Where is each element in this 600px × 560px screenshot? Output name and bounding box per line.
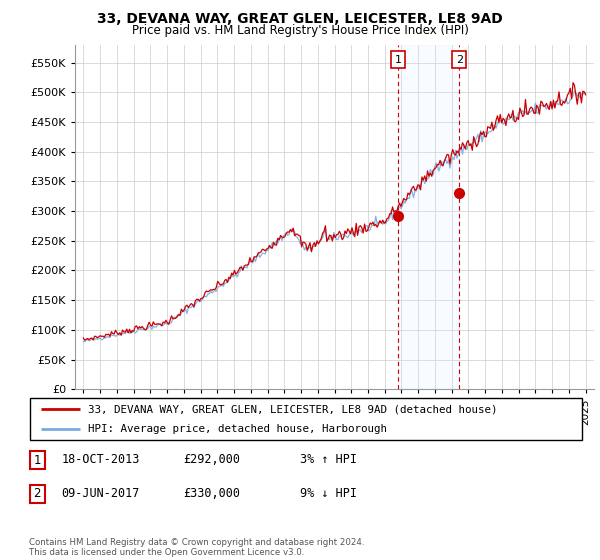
- Text: 3% ↑ HPI: 3% ↑ HPI: [300, 453, 357, 466]
- Text: 1: 1: [34, 454, 41, 467]
- Text: 2: 2: [34, 487, 41, 501]
- Text: 33, DEVANA WAY, GREAT GLEN, LEICESTER, LE8 9AD (detached house): 33, DEVANA WAY, GREAT GLEN, LEICESTER, L…: [88, 404, 497, 414]
- Text: Contains HM Land Registry data © Crown copyright and database right 2024.
This d: Contains HM Land Registry data © Crown c…: [29, 538, 364, 557]
- Text: 09-JUN-2017: 09-JUN-2017: [61, 487, 140, 500]
- Text: £292,000: £292,000: [183, 453, 240, 466]
- Text: 18-OCT-2013: 18-OCT-2013: [61, 453, 140, 466]
- Text: 1: 1: [395, 55, 401, 64]
- FancyBboxPatch shape: [29, 485, 45, 503]
- Text: 2: 2: [455, 55, 463, 64]
- Text: £330,000: £330,000: [183, 487, 240, 500]
- Text: HPI: Average price, detached house, Harborough: HPI: Average price, detached house, Harb…: [88, 424, 387, 434]
- Text: Price paid vs. HM Land Registry's House Price Index (HPI): Price paid vs. HM Land Registry's House …: [131, 24, 469, 36]
- FancyBboxPatch shape: [29, 451, 45, 469]
- Bar: [398, 45, 459, 389]
- Text: 9% ↓ HPI: 9% ↓ HPI: [300, 487, 357, 500]
- Text: 33, DEVANA WAY, GREAT GLEN, LEICESTER, LE8 9AD: 33, DEVANA WAY, GREAT GLEN, LEICESTER, L…: [97, 12, 503, 26]
- FancyBboxPatch shape: [30, 398, 582, 440]
